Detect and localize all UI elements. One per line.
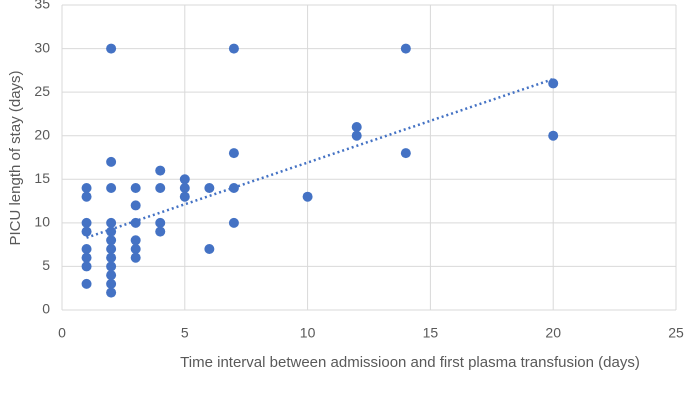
data-point xyxy=(81,183,92,193)
x-tick-label: 0 xyxy=(58,325,66,341)
data-point xyxy=(106,183,117,193)
x-axis-label: Time interval between admissioon and fir… xyxy=(180,354,640,371)
data-point xyxy=(302,191,313,202)
data-point xyxy=(106,226,117,237)
data-point xyxy=(106,252,117,263)
data-point xyxy=(81,278,92,289)
data-point xyxy=(228,217,239,228)
x-tick-label: 10 xyxy=(300,325,316,341)
data-point xyxy=(179,183,190,193)
data-point xyxy=(155,165,166,176)
data-point xyxy=(130,217,141,228)
x-tick-label: 5 xyxy=(181,325,189,341)
y-axis-label: PICU length of stay (days) xyxy=(7,70,24,245)
data-point xyxy=(106,217,117,228)
data-point xyxy=(106,156,117,167)
y-tick-label: 5 xyxy=(42,257,50,273)
data-point xyxy=(228,43,239,54)
y-tick-label: 0 xyxy=(42,301,50,317)
y-tick-label: 10 xyxy=(34,214,50,230)
data-point xyxy=(106,278,117,289)
data-point xyxy=(130,200,141,211)
data-point xyxy=(130,235,141,246)
data-point xyxy=(81,244,92,254)
data-point xyxy=(106,261,117,272)
data-point xyxy=(106,43,117,54)
data-point xyxy=(228,148,239,159)
data-point xyxy=(155,226,166,237)
data-point xyxy=(400,43,411,54)
data-point xyxy=(179,174,190,185)
y-tick-label: 30 xyxy=(34,39,50,55)
data-point xyxy=(106,270,117,281)
data-point xyxy=(81,217,92,228)
y-tick-label: 25 xyxy=(34,83,50,99)
data-point xyxy=(548,130,559,141)
data-point xyxy=(106,244,117,254)
data-point xyxy=(81,261,92,272)
data-point xyxy=(400,148,411,159)
x-tick-label: 20 xyxy=(545,325,561,341)
trendline xyxy=(86,77,554,239)
data-point xyxy=(351,122,362,132)
data-point xyxy=(81,252,92,263)
data-point xyxy=(130,183,141,193)
data-point xyxy=(204,244,215,254)
data-point xyxy=(106,235,117,246)
data-point xyxy=(351,130,362,141)
data-point xyxy=(155,217,166,228)
data-point xyxy=(106,287,117,298)
data-point xyxy=(81,226,92,237)
data-point xyxy=(130,252,141,263)
data-point xyxy=(204,183,215,193)
y-tick-label: 20 xyxy=(34,126,50,142)
data-point xyxy=(548,78,559,89)
y-tick-label: 15 xyxy=(34,170,50,186)
x-tick-label: 15 xyxy=(423,325,439,341)
data-point xyxy=(179,191,190,202)
data-point xyxy=(81,191,92,202)
data-point xyxy=(155,183,166,193)
data-point xyxy=(130,244,141,254)
x-tick-label: 25 xyxy=(668,325,684,341)
y-tick-label: 35 xyxy=(34,0,50,12)
